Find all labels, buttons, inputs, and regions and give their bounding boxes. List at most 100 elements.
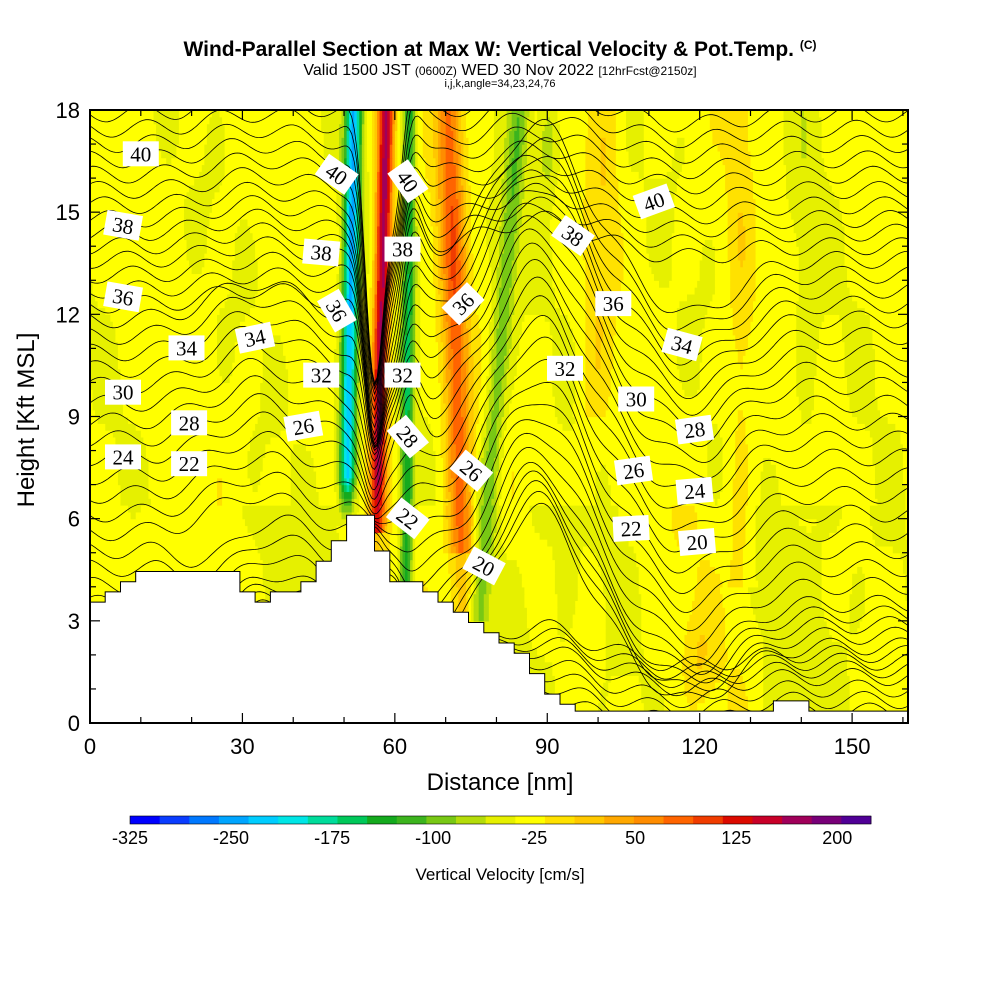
velocity-cell (491, 573, 523, 581)
contour-label: 22 (620, 516, 642, 541)
velocity-cell (222, 484, 254, 493)
velocity-cell (90, 307, 106, 315)
velocity-cell (443, 484, 447, 493)
velocity-cell (438, 110, 442, 118)
velocity-cell (410, 389, 414, 397)
velocity-cell (671, 246, 703, 254)
velocity-cell (361, 144, 365, 152)
velocity-cell (387, 423, 391, 431)
velocity-cell (407, 321, 411, 329)
velocity-cell (374, 321, 378, 329)
velocity-cell (638, 566, 698, 574)
velocity-cell (90, 239, 188, 247)
velocity-cell (506, 130, 510, 138)
velocity-cell (344, 150, 348, 159)
velocity-cell (361, 416, 365, 424)
velocity-cell (112, 430, 142, 438)
velocity-cell (399, 348, 404, 356)
velocity-cell (438, 355, 444, 363)
velocity-cell (410, 416, 414, 424)
velocity-cell (681, 382, 701, 390)
velocity-cell (90, 362, 119, 370)
velocity-cell (394, 402, 401, 411)
velocity-cell (491, 280, 498, 288)
velocity-cell (453, 212, 459, 220)
velocity-cell (336, 491, 340, 499)
velocity-cell (874, 362, 908, 370)
velocity-cell (791, 212, 843, 220)
velocity-cell (415, 443, 434, 452)
velocity-cell (445, 505, 452, 513)
velocity-cell (659, 280, 670, 288)
velocity-cell (796, 355, 818, 363)
velocity-cell (847, 648, 908, 656)
velocity-cell (493, 457, 500, 465)
velocity-cell (460, 150, 465, 159)
velocity-cell (735, 457, 749, 465)
velocity-cell (209, 212, 338, 220)
velocity-cell (344, 273, 348, 281)
velocity-cell (371, 300, 376, 309)
velocity-cell (377, 348, 381, 356)
velocity-cell (349, 430, 353, 438)
velocity-cell (412, 280, 416, 288)
velocity-cell (346, 116, 350, 125)
velocity-cell (471, 334, 482, 343)
velocity-cell (445, 375, 452, 384)
velocity-cell (626, 144, 645, 152)
velocity-cell (374, 300, 378, 309)
velocity-cell (344, 232, 348, 241)
velocity-cell (389, 157, 393, 166)
velocity-cell (354, 396, 358, 404)
velocity-cell (354, 116, 358, 125)
velocity-cell (874, 355, 908, 363)
velocity-cell (836, 525, 874, 533)
velocity-cell (557, 607, 576, 615)
velocity-cell (453, 137, 457, 145)
velocity-cell (483, 402, 490, 411)
velocity-cell (346, 293, 350, 302)
velocity-cell (524, 116, 528, 125)
velocity-cell (478, 607, 485, 615)
velocity-cell (725, 641, 764, 649)
velocity-cell (374, 464, 378, 472)
velocity-cell (725, 620, 759, 629)
velocity-cell (371, 171, 376, 179)
velocity-cell (183, 212, 210, 220)
velocity-cell (369, 259, 373, 268)
velocity-cell (460, 123, 467, 132)
velocity-cell (491, 423, 498, 431)
velocity-cell (420, 389, 442, 397)
velocity-cell (582, 205, 619, 213)
velocity-cell (415, 150, 419, 159)
velocity-cell (463, 484, 467, 493)
velocity-cell (666, 171, 680, 179)
velocity-cell (440, 382, 444, 390)
velocity-cell (699, 266, 716, 275)
velocity-cell (356, 402, 360, 411)
velocity-cell (354, 477, 358, 486)
velocity-cell (448, 341, 452, 349)
velocity-cell (338, 273, 343, 281)
velocity-cell (364, 110, 368, 118)
velocity-cell (501, 505, 531, 513)
velocity-cell (399, 559, 404, 567)
velocity-cell (473, 620, 528, 629)
velocity-cell (384, 457, 388, 465)
velocity-cell (371, 178, 376, 186)
velocity-cell (341, 423, 345, 431)
velocity-cell (252, 430, 282, 438)
velocity-cell (704, 634, 726, 642)
velocity-cell (374, 307, 378, 315)
velocity-cell (364, 259, 371, 268)
velocity-cell (450, 545, 457, 554)
velocity-cell (646, 212, 675, 220)
velocity-cell (488, 614, 528, 622)
velocity-cell (465, 416, 470, 424)
contour-label-box (618, 386, 655, 412)
velocity-cell (849, 614, 863, 622)
velocity-cell (532, 511, 619, 520)
velocity-cell (747, 477, 762, 486)
velocity-cell (374, 477, 378, 486)
velocity-cell (443, 239, 447, 247)
